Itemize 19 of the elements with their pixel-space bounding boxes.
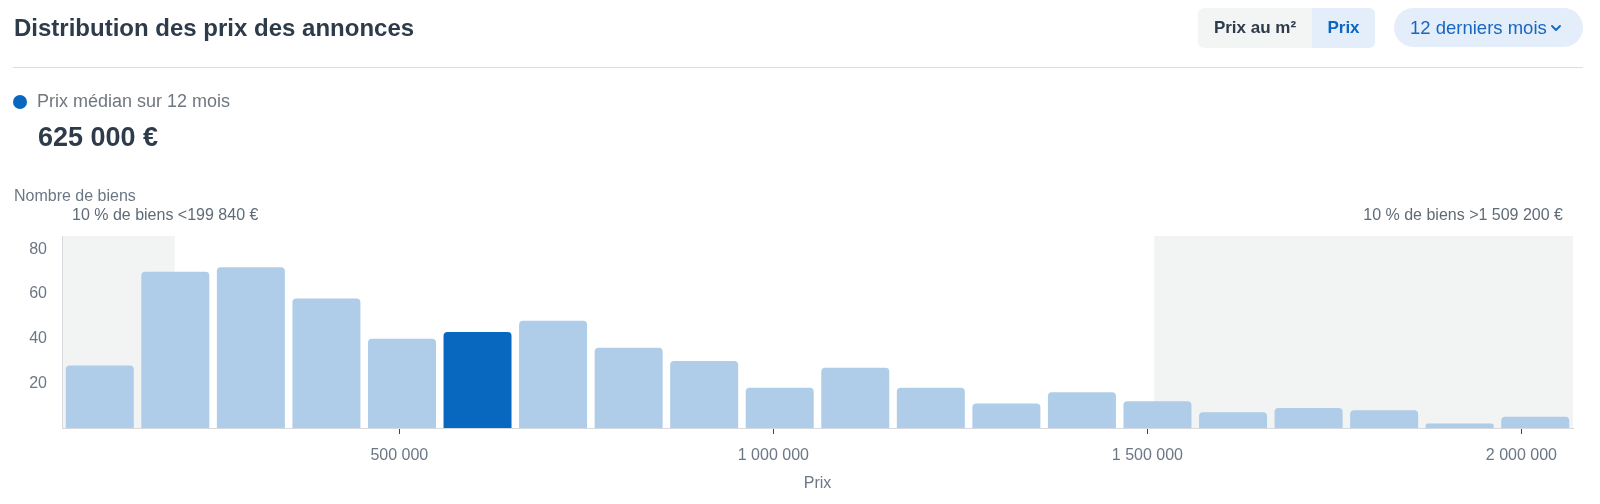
y-tick-label: 60 (29, 284, 48, 302)
toggle-button[interactable] (1198, 8, 1312, 48)
chart-title: Distribution des prix des annonces (14, 14, 415, 42)
band-label: 10 % de biens <199 840 € (72, 206, 259, 224)
band-label: 10 % de biens >1 509 200 € (1363, 206, 1564, 224)
toggle-button[interactable] (1312, 8, 1375, 48)
y-tick-label: 80 (29, 239, 48, 257)
y-tick-label: 20 (29, 373, 48, 391)
x-tick-label: 2 000 000 (1485, 446, 1558, 464)
y-tick-label: 40 (29, 329, 48, 347)
legend-label: Prix médian sur 12 mois (37, 91, 231, 112)
dropdown-button[interactable] (1394, 8, 1583, 47)
x-tick-label: 1 500 000 (1111, 446, 1184, 464)
x-tick-label: 500 000 (370, 446, 429, 464)
x-tick-label: 1 000 000 (737, 446, 810, 464)
text: 12 derniers mois (1410, 15, 1547, 40)
x-axis-title: Prix (803, 474, 832, 492)
text: 625 000 € (38, 121, 159, 153)
y-axis-title: Nombre de biens (14, 187, 136, 205)
